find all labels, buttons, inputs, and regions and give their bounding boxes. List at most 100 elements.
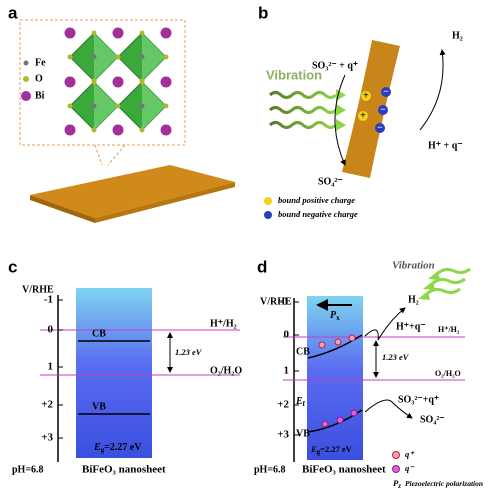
product: H₂	[452, 30, 463, 41]
tick-label: 0	[48, 324, 54, 336]
subscript: f	[303, 400, 306, 408]
fe-atom	[91, 54, 97, 60]
charge-sign: +	[363, 90, 369, 101]
bi-atom	[112, 124, 124, 136]
bi-atom	[112, 76, 124, 88]
bi-atom	[112, 27, 124, 39]
legend-label: Fe	[35, 57, 46, 68]
wave-head	[423, 281, 435, 290]
band-block	[76, 288, 152, 458]
charge-q-plus	[350, 409, 358, 417]
symbol: E	[93, 442, 101, 453]
tick-label: +2	[41, 399, 53, 411]
legend-dot	[23, 76, 29, 82]
level-label: H⁺/H₂	[438, 325, 460, 334]
charge-sign: +	[360, 110, 366, 121]
charge-sign: −	[383, 86, 389, 97]
tick-label: +3	[277, 429, 289, 441]
gap-label: Eg=2.27 eV	[310, 444, 353, 456]
wave	[268, 121, 338, 129]
positive-charge	[361, 91, 371, 101]
zoom-box	[19, 19, 186, 146]
zoom-lines	[94, 144, 126, 166]
fe-atom	[139, 103, 145, 109]
wave	[437, 267, 471, 275]
charge-sign: −	[377, 122, 383, 133]
octahedron-face	[94, 33, 118, 81]
subscript: x	[336, 314, 340, 322]
product: SO₄²⁻	[420, 414, 445, 425]
cb-label: CB	[92, 328, 106, 339]
charge-sign: −	[380, 104, 386, 115]
legend-dot	[264, 211, 272, 219]
reaction-arrow	[419, 49, 446, 131]
bi-atom	[64, 27, 76, 39]
product: H₂	[408, 294, 419, 305]
fe-atom	[139, 54, 145, 60]
charge-q-minus	[318, 341, 326, 349]
value: =2.27 eV	[320, 444, 353, 454]
tick-label: 0	[284, 329, 290, 341]
legend-label: bound negative charge	[278, 209, 358, 219]
wave-head	[428, 271, 440, 280]
bi-atom	[64, 124, 76, 136]
symbol: P	[330, 310, 337, 321]
o-atom	[91, 127, 97, 133]
cb-curve	[307, 334, 363, 359]
value: =2.27 eV	[104, 442, 142, 453]
nanosheet-edge	[30, 195, 95, 223]
vb-label: VB	[92, 401, 106, 412]
subscript: z	[397, 482, 401, 490]
wave-head	[418, 291, 430, 300]
o-atom	[67, 54, 73, 60]
wave-head	[336, 119, 346, 131]
polarization-label: Px	[330, 310, 340, 321]
wave	[427, 287, 461, 295]
octahedron-face	[142, 33, 166, 81]
wave	[432, 277, 466, 285]
ph-label: pH=6.8	[12, 464, 44, 475]
o-atom	[139, 79, 145, 85]
legend-label: bound positive charge	[278, 195, 355, 205]
band-block	[307, 296, 363, 460]
panel-label: d	[257, 257, 267, 276]
wave	[268, 106, 338, 114]
cb-label: CB	[296, 346, 310, 357]
ticks: -1 0 1 +2 +3	[277, 296, 299, 441]
octahedron-face	[94, 82, 118, 130]
o-atom	[139, 127, 145, 133]
panel-label: a	[8, 3, 18, 22]
o-atom	[115, 103, 121, 109]
o-atom	[91, 79, 97, 85]
fermi-label: Ef	[295, 396, 306, 407]
o-atom	[115, 54, 121, 60]
nanosheet	[30, 165, 235, 218]
wave	[268, 91, 338, 99]
panel-label: b	[258, 3, 268, 22]
legend-label: Bi	[35, 90, 45, 101]
waves	[418, 267, 471, 300]
legend-dot	[21, 91, 31, 101]
difference-label: 1.23 eV	[382, 352, 410, 362]
legend-dot	[23, 60, 29, 66]
product: SO₄²⁻	[318, 176, 343, 187]
legend-dot	[264, 197, 272, 205]
legend-label: q⁻	[405, 463, 415, 473]
wave-head	[336, 104, 346, 116]
reaction-arrow	[364, 399, 413, 419]
reactant: SO₃²⁻ + q⁺	[312, 60, 358, 71]
symbol: E	[295, 396, 303, 407]
material-label: BiFeO₃ nanosheet	[302, 464, 386, 476]
difference-label: 1.23 eV	[175, 347, 203, 357]
vb-label: VB	[296, 428, 310, 439]
level-label: O₂/H₂O	[435, 369, 461, 378]
o-atom	[139, 30, 145, 36]
bi-atom	[160, 27, 172, 39]
legend-label: q⁺	[405, 449, 415, 459]
o-atom	[91, 30, 97, 36]
legend-dot	[392, 451, 400, 459]
axis-title: V/RHE	[22, 284, 54, 295]
legend-label: O	[35, 73, 43, 84]
charge-q-plus	[321, 420, 329, 428]
negative-charge	[381, 87, 391, 97]
